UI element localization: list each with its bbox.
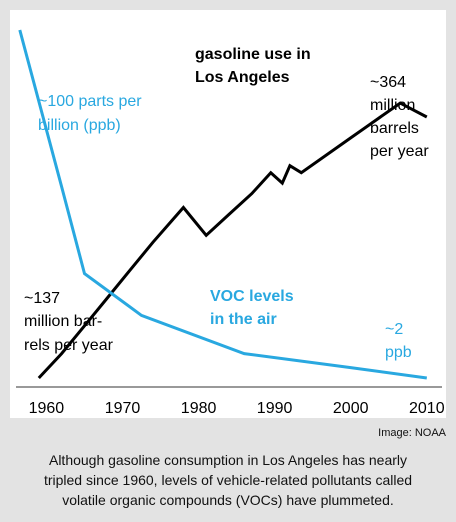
image-credit: Image: NOAA [378,427,446,439]
gas-title-line-1: gasoline use in [195,46,311,63]
gas-end-label-4: per year [370,143,429,160]
caption-line-3: volatile organic compounds (VOCs) have p… [62,492,394,508]
x-tick-label-2000: 2000 [333,400,369,417]
voc-end-label-1: ~2 [385,321,403,338]
x-tick-label-1980: 1980 [181,400,217,417]
x-tick-label-1990: 1990 [257,400,293,417]
voc-title-line-2: in the air [210,311,277,328]
voc-end-label-2: ppb [385,344,412,361]
figure-caption: Although gasoline consumption in Los Ang… [0,450,456,510]
gas-start-label-1: ~137 [24,290,60,307]
gas-start-label-2: million bar- [24,313,102,330]
voc-start-label-1: ~100 parts per [38,93,142,110]
caption-line-2: tripled since 1960, levels of vehicle-re… [43,472,413,488]
voc-title-line-1: VOC levels [210,288,294,305]
gas-title-line-2: Los Angeles [195,69,290,86]
gas-end-label-3: barrels [370,120,419,137]
gas-end-label-2: million [370,97,415,114]
x-tick-label-2010: 2010 [409,400,445,417]
gasoline-use-line [37,101,428,380]
voc-start-label-2: billion (ppb) [38,117,121,134]
voc-levels-line [18,29,428,380]
chart-panel: 1960 1970 1980 1990 2000 2010 gasoline use in… [10,10,446,418]
caption-line-1: Although gasoline consumption in Los Ang… [48,452,408,468]
gas-end-label-1: ~364 [370,74,406,91]
chart-svg: 1960 1970 1980 1990 2000 2010 gasoline use in… [16,29,445,417]
x-tick-label-1970: 1970 [105,400,141,417]
x-tick-label-1960: 1960 [29,400,65,417]
gas-start-label-3: rels per year [24,337,114,354]
